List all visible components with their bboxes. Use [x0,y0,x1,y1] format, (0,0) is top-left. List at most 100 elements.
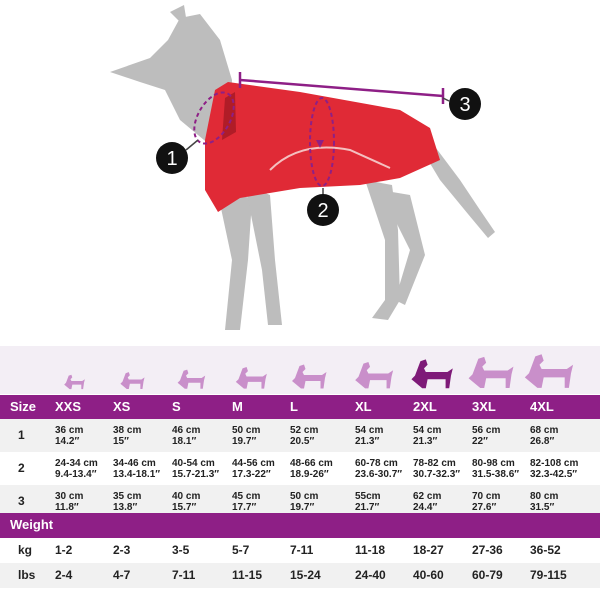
cell-text: 17.3-22″ [232,469,271,480]
header-cell: XL [355,399,372,414]
back-measure [239,78,444,98]
weight-value: 4-7 [113,568,131,582]
weight-value: 24-40 [355,568,386,582]
cell-text: 23.6-30.7″ [355,469,403,480]
header-cell: M [232,399,243,414]
cell-text: 54 cm [355,425,384,436]
cell-text: 80 cm [530,491,559,502]
weight-value: 2-3 [113,543,131,557]
cell-text: 80-98 cm [472,458,515,469]
cell-text: 45 cm [232,491,261,502]
coat-reflective-strip [269,146,391,171]
cell-text: 18.9-26″ [290,469,329,480]
cell-text: 32.3-42.5″ [530,469,578,480]
table-row [0,419,600,453]
weight-row [0,538,600,563]
callout-circle [156,142,188,174]
size-icon [120,372,145,389]
cell-text: 56 cm [472,425,501,436]
cell-text: 46 cm [172,425,201,436]
size-icon [411,359,453,389]
weight-value: 3-5 [172,543,190,557]
cell-text: 44-56 cm [232,458,275,469]
cell-text: 19.7″ [290,502,315,513]
chest-measure [309,97,335,187]
weight-value: 15-24 [290,568,321,582]
cell-text: 30 cm [55,491,84,502]
callout-number: 2 [317,200,328,222]
cell-text: 14.2″ [55,436,80,447]
row-label: kg [18,543,33,557]
weight-value: 5-7 [232,543,250,557]
weight-bar [0,513,600,538]
neck-measure [193,91,235,145]
cell-text: 40 cm [172,491,201,502]
cell-text: 19.7″ [232,436,257,447]
weight-value: 79-115 [530,568,567,582]
cell-text: 24.4″ [413,502,438,513]
cell-text: 34-46 cm [113,458,156,469]
row-label: 1 [18,428,25,442]
cell-text: 24-34 cm [55,458,98,469]
size-icon [292,364,327,389]
size-icon [468,356,514,389]
cell-text: 54 cm [413,425,442,436]
cell-text: 48-66 cm [290,458,333,469]
weight-value: 7-11 [172,568,196,582]
weight-value: 60-79 [472,568,503,582]
cell-text: 31.5-38.6″ [472,469,520,480]
leader-line [442,97,450,102]
header-cell: 3XL [472,399,496,414]
cell-text: 30.7-32.3″ [413,469,461,480]
cell-text: 62 cm [413,491,442,502]
header-bar [0,395,600,419]
cell-text: 68 cm [530,425,559,436]
cell-text: 31.5″ [530,502,555,513]
cell-text: 60-78 cm [355,458,398,469]
header-cell: 2XL [413,399,437,414]
size-icon [235,367,267,389]
header-cell: 4XL [530,399,554,414]
callout-circle [307,194,339,226]
size-icon [64,374,85,390]
row-label: 2 [18,461,25,475]
cell-text: 15″ [113,436,129,447]
cell-text: 17.7″ [232,502,257,513]
cell-text: 15.7″ [172,502,197,513]
leader-line [185,139,199,151]
cell-text: 21.3″ [355,436,380,447]
weight-value: 2-4 [55,568,73,582]
size-icon [177,369,206,389]
arrow [316,140,324,148]
header-cell: XXS [55,399,82,414]
cell-text: 21.3″ [413,436,438,447]
size-icon [524,354,574,388]
weight-value: 11-15 [232,568,263,582]
header-cell: Size [10,399,37,414]
header-cell: XS [113,399,131,414]
cell-text: 13.4-18.1″ [113,469,161,480]
cell-text: 78-82 cm [413,458,456,469]
cell-text: 40-54 cm [172,458,215,469]
cell-text: 50 cm [290,491,319,502]
cell-text: 50 cm [232,425,261,436]
cell-text: 35 cm [113,491,142,502]
weight-value: 27-36 [472,543,503,557]
cell-text: 9.4-13.4″ [55,469,97,480]
cell-text: 55cm [355,491,381,502]
dog-silhouette [110,5,495,330]
cell-text: 52 cm [290,425,319,436]
cell-text: 18.1″ [172,436,197,447]
header-cell: L [290,399,298,414]
cell-text: 21.7″ [355,502,380,513]
cell-text: 11.8″ [55,502,79,513]
weight-value: 1-2 [55,543,73,557]
cell-text: 20.5″ [290,436,315,447]
weight-value: 36-52 [530,543,561,557]
size-icon [355,361,394,389]
weight-value: 18-27 [413,543,444,557]
row-label: 3 [18,494,25,508]
callout-number: 1 [166,148,177,170]
cell-text: 15.7-21.3″ [172,469,220,480]
